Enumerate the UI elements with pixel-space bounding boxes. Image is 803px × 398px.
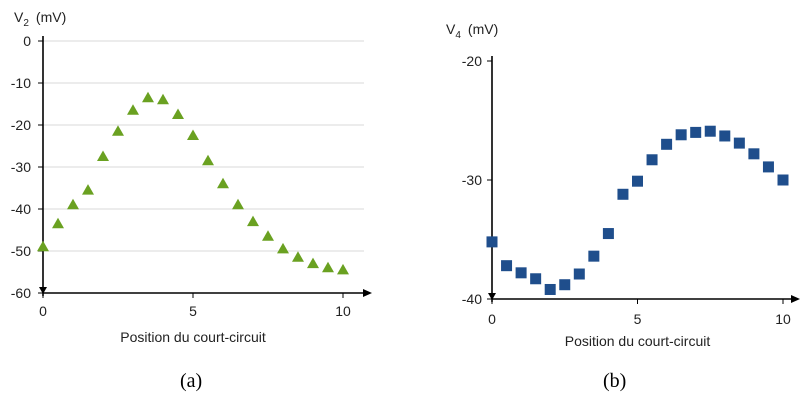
data-point bbox=[733, 137, 745, 149]
x-tick-label: 10 bbox=[335, 303, 351, 319]
data-point bbox=[52, 217, 64, 229]
data-point bbox=[573, 268, 585, 280]
data-point bbox=[515, 267, 527, 279]
x-axis-label: Position du court-circuit bbox=[565, 333, 711, 349]
data-point bbox=[337, 263, 349, 275]
data-point bbox=[501, 260, 513, 272]
y-tick-label: -20 bbox=[11, 117, 31, 133]
data-point bbox=[486, 236, 498, 248]
x-tick-label: 0 bbox=[488, 311, 496, 327]
data-point bbox=[67, 198, 79, 210]
data-point bbox=[187, 129, 199, 140]
data-point bbox=[142, 91, 154, 103]
y-tick-label: -50 bbox=[11, 243, 31, 259]
data-point bbox=[777, 174, 789, 186]
data-point bbox=[217, 177, 229, 189]
data-point bbox=[588, 250, 600, 262]
x-tick-label: 5 bbox=[189, 303, 197, 319]
data-point bbox=[762, 161, 774, 173]
x-axis-arrow-icon bbox=[791, 295, 800, 303]
x-tick-label: 10 bbox=[775, 311, 791, 327]
y-tick-label: -30 bbox=[11, 159, 31, 175]
data-point bbox=[172, 108, 184, 119]
data-point bbox=[661, 138, 673, 150]
y-axis-arrow-icon bbox=[39, 287, 47, 294]
data-point bbox=[322, 261, 334, 273]
data-point bbox=[262, 230, 274, 241]
data-point bbox=[37, 240, 49, 252]
data-point bbox=[157, 93, 169, 105]
data-point bbox=[307, 257, 319, 269]
data-point bbox=[632, 175, 643, 187]
data-point bbox=[719, 130, 731, 142]
chart-panel-b: -20 -30 -40 0 5 10 Position du court-circuit V4… bbox=[446, 21, 800, 349]
y-tick-label: -40 bbox=[11, 201, 31, 217]
y-axis-arrow-icon bbox=[488, 293, 496, 300]
data-point bbox=[748, 148, 760, 160]
data-point bbox=[544, 283, 556, 295]
chart-panel-a: 0 -10 -20 -30 -40 -50 -60 0 5 10 Position du court… bbox=[11, 9, 372, 345]
x-axis-arrow-icon bbox=[363, 289, 372, 297]
data-point bbox=[675, 129, 687, 141]
data-point bbox=[202, 154, 214, 166]
y-tick-label: -60 bbox=[11, 285, 31, 301]
y-tick-label: -40 bbox=[462, 291, 482, 307]
data-point bbox=[617, 188, 629, 200]
data-point bbox=[690, 126, 702, 138]
y-tick-label: -20 bbox=[462, 53, 482, 69]
data-point bbox=[530, 273, 542, 285]
data-point bbox=[97, 150, 109, 161]
y-axis-label: V4 (mV) bbox=[446, 21, 498, 41]
x-tick-label: 0 bbox=[39, 303, 47, 319]
data-point bbox=[602, 228, 614, 240]
data-point bbox=[704, 125, 716, 137]
y-tick-label: 0 bbox=[23, 33, 31, 49]
data-point bbox=[112, 125, 124, 136]
data-point bbox=[277, 242, 289, 254]
y-axis-label: V2 (mV) bbox=[14, 9, 66, 29]
panel-caption-b: (b) bbox=[603, 370, 627, 392]
data-point bbox=[82, 184, 94, 195]
y-tick-label: -10 bbox=[11, 75, 31, 91]
data-point bbox=[127, 104, 139, 115]
panel-caption-a: (a) bbox=[180, 370, 203, 392]
data-point bbox=[232, 198, 244, 210]
y-tick-label: -30 bbox=[462, 172, 482, 188]
data-point bbox=[559, 279, 571, 291]
x-tick-label: 5 bbox=[634, 311, 642, 327]
data-point bbox=[646, 154, 658, 166]
x-axis-label: Position du court-circuit bbox=[120, 329, 266, 345]
data-point bbox=[247, 215, 259, 227]
data-point bbox=[292, 251, 304, 262]
